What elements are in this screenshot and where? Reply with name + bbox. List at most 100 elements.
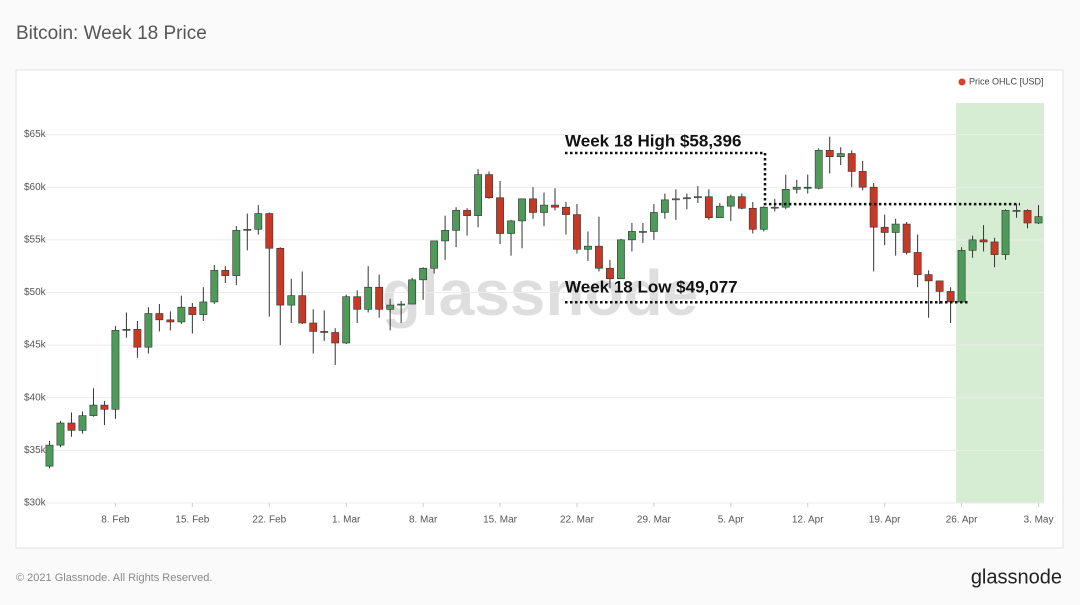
candle-body [628, 231, 636, 241]
x-tick-label: 22. Feb [252, 515, 286, 526]
candle-body [144, 313, 153, 348]
candle-body [737, 196, 746, 209]
candle-body [199, 301, 208, 315]
candle-body [155, 313, 164, 321]
x-tick-label: 8. Feb [101, 515, 130, 526]
candle-body [177, 306, 186, 323]
candle-body [397, 303, 406, 306]
candle-body [1034, 216, 1043, 224]
y-tick-label: $35k [24, 445, 47, 456]
candle-body [254, 213, 263, 230]
candle-body [606, 267, 614, 280]
candle-body [814, 150, 823, 189]
copyright: © 2021 Glassnode. All Rights Reserved. [16, 572, 212, 584]
candle-body [660, 199, 669, 213]
candle-body [375, 286, 384, 310]
candle-body [243, 229, 252, 231]
y-tick-label: $65k [24, 129, 47, 140]
candle-body [595, 245, 603, 269]
candle-body [891, 223, 900, 233]
candle-body [309, 322, 318, 332]
candle-body [408, 279, 417, 305]
candle-body [551, 204, 559, 208]
candle-body [968, 239, 977, 251]
candle-body [957, 250, 966, 303]
candle-body [726, 196, 735, 207]
candle-body [825, 150, 834, 157]
candle-body [924, 274, 933, 282]
candle-body [265, 213, 274, 249]
y-tick-label: $30k [24, 498, 47, 509]
y-tick-label: $50k [24, 287, 47, 298]
candle-body [507, 220, 515, 234]
candle-body [485, 174, 493, 199]
candle-body [122, 329, 131, 331]
candle-body [1012, 210, 1021, 212]
x-tick-label: 12. Apr [792, 515, 824, 526]
candle-body [946, 291, 955, 303]
candle-body [639, 231, 647, 233]
candle-body [1023, 210, 1032, 224]
candle-body [353, 296, 362, 310]
candle-body [858, 171, 867, 188]
candle-body [441, 230, 449, 242]
candle-body [133, 329, 142, 348]
candle-body [67, 422, 76, 431]
candle-body [836, 153, 845, 157]
candle-body [111, 330, 120, 410]
candle-body [869, 186, 878, 228]
y-tick-label: $60k [24, 182, 47, 193]
candle-body [562, 206, 570, 215]
annotation-label: Week 18 High $58,396 [565, 131, 741, 150]
candle-body [78, 415, 87, 431]
x-tick-label: 8. Mar [409, 515, 438, 526]
candle-body [781, 189, 790, 208]
candle-body [287, 295, 296, 306]
annotation-line [565, 151, 1020, 206]
candle-body [45, 444, 54, 467]
candle-body [419, 267, 428, 281]
candle-body [715, 205, 724, 219]
candle-body [496, 197, 504, 234]
candle-body [331, 332, 340, 344]
x-tick-label: 15. Feb [175, 515, 209, 526]
candle-body [89, 404, 98, 416]
candle-body [693, 196, 702, 199]
chart-title: Bitcoin: Week 18 Price [16, 23, 207, 44]
candle-body [847, 153, 856, 172]
candle-body [430, 240, 439, 269]
candle-body [935, 280, 944, 292]
x-tick-label: 3. May [1023, 515, 1053, 526]
candle-body [166, 319, 175, 323]
candle-body [100, 404, 109, 410]
candle-body [803, 186, 812, 189]
candle-body [704, 196, 713, 219]
candle-body [210, 270, 219, 303]
x-tick-label: 29. Mar [637, 515, 672, 526]
candle-body [298, 295, 307, 324]
candle-body [221, 270, 230, 276]
x-tick-label: 26. Apr [946, 515, 978, 526]
candle-body [56, 422, 65, 446]
candle-body [540, 204, 548, 213]
candle-body [913, 252, 922, 275]
candle-body [671, 198, 680, 201]
candle-body [990, 241, 999, 255]
legend-label: Price OHLC [USD] [969, 76, 1044, 86]
annotation-label: Week 18 Low $49,077 [565, 278, 738, 297]
candle-body [474, 174, 482, 216]
x-tick-label: 1. Mar [332, 515, 361, 526]
candle-body [188, 306, 197, 315]
candle-body [1001, 210, 1010, 255]
x-tick-label: 15. Mar [483, 515, 518, 526]
x-tick-label: 22. Mar [560, 515, 595, 526]
candle-body [792, 186, 801, 190]
y-tick-label: $45k [24, 340, 47, 351]
candle-body [649, 212, 658, 232]
candle-body [748, 207, 757, 230]
candle-body [880, 226, 889, 233]
candle-body [617, 239, 625, 280]
candle-body [759, 206, 768, 230]
candle-body [276, 247, 285, 306]
